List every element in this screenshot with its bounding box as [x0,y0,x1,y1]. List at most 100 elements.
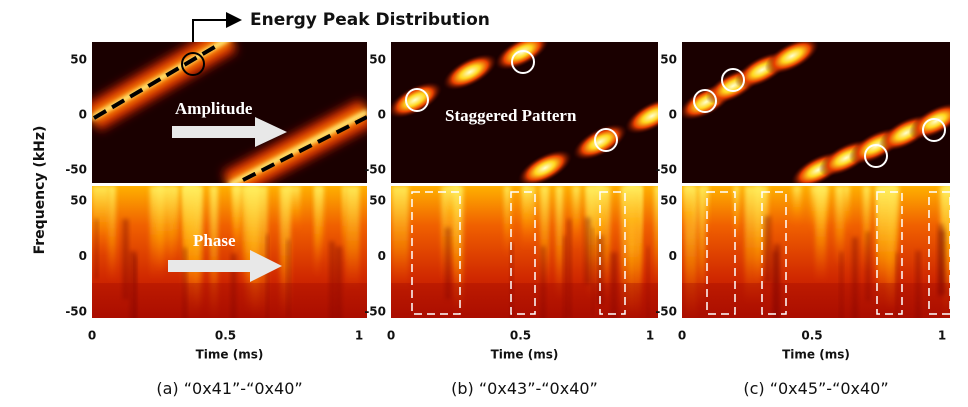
phase-heatmap [391,186,658,318]
y-tick-label: 0 [378,108,386,122]
phase-dark [129,251,137,318]
phase-streak [623,186,641,246]
phase-streak [698,186,706,307]
phase-dark [445,227,451,300]
peak-trace [242,115,367,182]
phase-streak [733,186,740,247]
y-tick-label: 50 [369,53,386,67]
y-tick-label: -50 [364,305,386,319]
phase-streak [946,186,950,275]
phase-streak [572,186,581,249]
x-tick-label: 1 [938,329,946,343]
phase-streak [792,186,802,227]
phase-dark [596,235,604,305]
y-tick-label: 50 [660,194,677,208]
pattern-box [761,191,787,315]
y-tick-label: 0 [79,249,87,263]
phase-dark [591,227,594,316]
x-axis-label: Time (ms) [782,348,850,362]
x-axis-label: Time (ms) [196,348,264,362]
phase-streak [245,186,260,314]
phase-dark [230,253,237,318]
phase-streak [654,186,658,290]
pattern-box [876,191,903,315]
energy-blob [517,149,573,183]
phase-streak [391,186,409,290]
caption-expr: “0x45”-“0x40” [770,379,889,398]
phase-low [682,283,950,318]
x-tick-label: 0 [678,329,686,343]
x-tick-label: 1 [646,329,654,343]
caption: (b) “0x43”-“0x40” [451,379,598,398]
phase-streak [862,186,871,272]
y-tick-label: 0 [669,108,677,122]
phase-streak [835,186,845,267]
phase-streak [156,186,173,272]
phase-dark [567,219,572,318]
phase-streak [280,186,291,318]
overlay-label: Phase [193,231,236,250]
energy-blob [391,81,443,119]
energy-band [228,109,367,183]
phase-streak [877,186,894,311]
x-tick-label: 0.5 [215,329,236,343]
amplitude-heatmap [391,42,658,183]
phase-streak [108,186,116,283]
phase-streak [453,186,464,315]
phase-streak [524,186,529,238]
phase-streak [555,186,563,301]
x-tick-label: 1 [355,329,363,343]
caption-label: (c) [743,379,764,398]
energy-blob [764,42,820,75]
phase-streak [703,186,710,235]
x-axis-label: Time (ms) [491,348,559,362]
y-tick-label: -50 [655,305,677,319]
y-tick-label: 50 [70,194,87,208]
phase-dark [915,250,921,318]
phase-streak [209,186,218,318]
phase-dark [510,242,514,318]
phase-dark [335,246,342,318]
x-tick-label: 0.5 [510,329,531,343]
phase-streak [744,186,762,304]
peak-circle [594,128,618,152]
pattern-box [928,191,951,315]
phase-dark [584,217,591,285]
phase-dark [94,219,99,280]
pattern-box [510,191,536,315]
x-tick-label: 0 [387,329,395,343]
x-tick-label: 0.5 [801,329,822,343]
caption-expr: “0x41”-“0x40” [184,379,303,398]
phase-dark [866,231,871,302]
y-tick-label: 50 [70,53,87,67]
pattern-box [706,191,736,315]
phase-streak [92,186,109,255]
phase-dark [610,252,618,318]
caption-label: (a) [156,379,178,398]
phase-streak [316,186,324,264]
energy-blob [442,53,498,91]
peak-circle [511,50,535,74]
phase-streak [815,186,827,283]
phase-dark [895,252,899,318]
phase-dark [772,251,778,317]
phase-streak [503,186,511,258]
phase-low [92,283,367,318]
overlay-arrow [168,250,282,282]
phase-streak [169,186,180,269]
peak-circle [405,88,429,112]
overlay-label: Amplitude [175,99,253,118]
phase-heatmap [92,186,367,318]
x-tick-label: 0 [88,329,96,343]
overlay-arrow [172,117,287,147]
amplitude-heatmap [92,42,367,183]
y-tick-label: -50 [655,163,677,177]
caption-label: (b) [451,379,474,398]
peak-circle [922,118,946,142]
phase-streak [345,186,360,291]
peak-circle [864,144,888,168]
amplitude-heatmap [682,42,950,183]
overlay-label: Staggered Pattern [445,106,577,125]
caption-expr: “0x43”-“0x40” [479,379,598,398]
